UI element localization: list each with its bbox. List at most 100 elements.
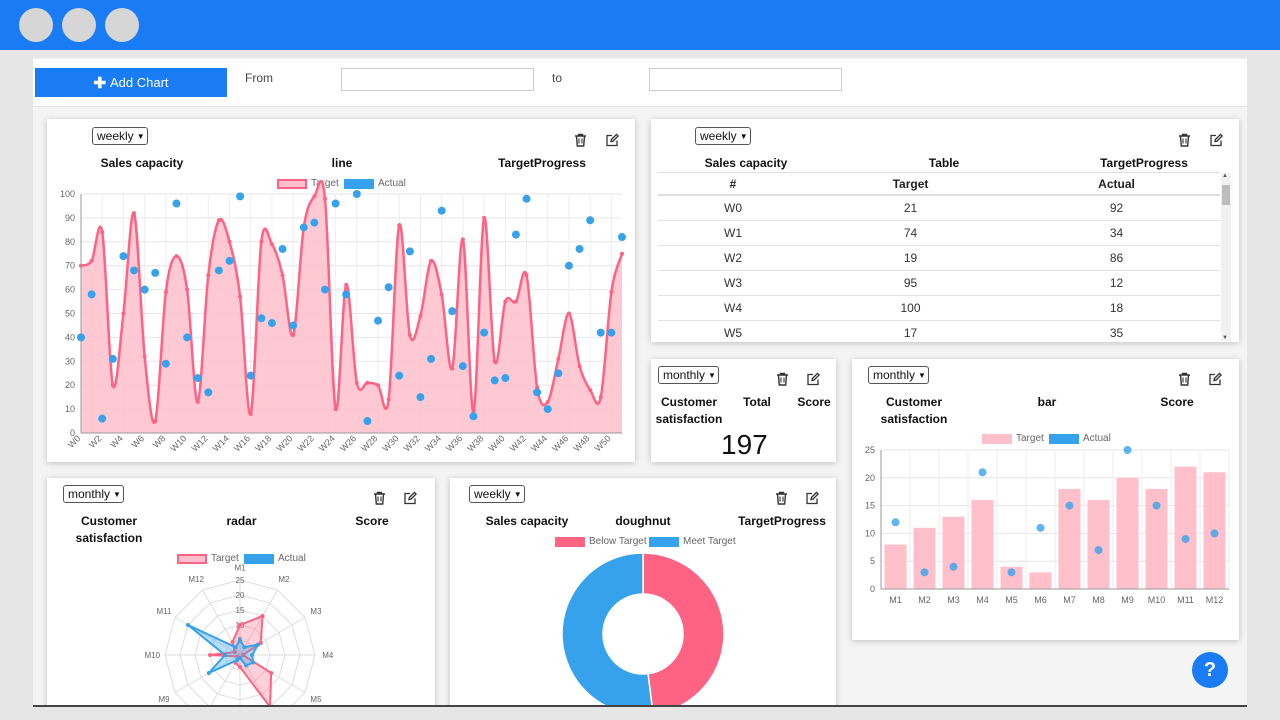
chart-progress-header: Score: [1160, 395, 1194, 409]
edit-icon[interactable]: [1206, 370, 1224, 388]
target-point: [280, 273, 285, 278]
radar-axis-label: M10: [144, 651, 160, 660]
radar-tick-label: 25: [236, 576, 245, 585]
actual-point: [427, 354, 436, 363]
table-scrollbar[interactable]: ▲ ▼: [1221, 173, 1231, 341]
target-point: [241, 653, 245, 657]
trash-icon[interactable]: [772, 489, 790, 507]
to-date-input[interactable]: [649, 68, 842, 91]
target-bar: [1058, 488, 1081, 589]
actual-point: [607, 328, 616, 337]
actual-point: [140, 285, 149, 294]
chevron-down-icon: ▼: [513, 489, 522, 499]
add-chart-button[interactable]: ✚ Add Chart: [35, 68, 227, 97]
target-point: [185, 287, 190, 292]
actual-point: [278, 244, 287, 253]
legend-item-actual[interactable]: Actual: [344, 178, 406, 189]
window-control-dot[interactable]: [19, 8, 53, 42]
table-cell: 92: [1013, 195, 1220, 221]
chart-metric-header: Customer satisfaction: [75, 514, 143, 545]
actual-point: [238, 656, 242, 660]
legend-item-actual[interactable]: Actual: [244, 553, 306, 564]
x-tick-label: W2: [87, 433, 104, 450]
target-point: [132, 211, 137, 216]
target-point: [227, 239, 232, 244]
legend-item-target[interactable]: Target: [277, 178, 339, 189]
edit-icon[interactable]: [1207, 131, 1225, 149]
data-table-scroll[interactable]: # Target Actual W0 21 92 W1 74 34 W2 19 86 W3 9…: [658, 172, 1220, 340]
period-select[interactable]: monthly ▼: [868, 366, 929, 384]
y-tick-label: 30: [65, 356, 75, 366]
period-select[interactable]: weekly ▼: [469, 485, 525, 503]
target-bar: [884, 544, 907, 589]
column-header: #: [658, 173, 808, 196]
legend-swatch: [244, 553, 274, 564]
edit-icon[interactable]: [401, 489, 419, 507]
legend-item-target[interactable]: Target: [982, 433, 1044, 444]
chart-progress-header: Score: [797, 395, 831, 409]
scroll-up-icon[interactable]: ▲: [1222, 173, 1228, 179]
period-select[interactable]: monthly ▼: [658, 366, 719, 384]
scroll-down-icon[interactable]: ▼: [1222, 335, 1228, 341]
edit-icon[interactable]: [603, 131, 621, 149]
x-tick-label: M6: [1034, 595, 1047, 605]
table-cell: 34: [1013, 220, 1220, 246]
chart-metric-header: Sales capacity: [704, 156, 788, 170]
window-control-dot[interactable]: [62, 8, 96, 42]
from-date-input[interactable]: [341, 68, 534, 91]
target-point: [269, 242, 274, 247]
target-point: [365, 380, 370, 385]
trash-icon[interactable]: [370, 489, 388, 507]
y-tick-label: 0: [70, 428, 75, 438]
trash-icon[interactable]: [571, 131, 589, 149]
scrollbar-thumb[interactable]: [1222, 185, 1230, 205]
target-point: [110, 383, 115, 388]
target-point: [248, 411, 253, 416]
legend-label: Target: [1016, 433, 1044, 444]
legend-item-target[interactable]: Target: [177, 553, 239, 564]
help-button[interactable]: ?: [1192, 652, 1228, 688]
actual-point: [564, 261, 573, 270]
actual-point: [501, 374, 510, 383]
add-chart-label: Add Chart: [110, 75, 169, 90]
table-cell: 100: [808, 295, 1013, 321]
x-tick-label: W34: [423, 433, 443, 453]
table-cell: W0: [658, 195, 808, 221]
edit-icon[interactable]: [803, 489, 821, 507]
actual-point: [575, 244, 584, 253]
window-control-dot[interactable]: [105, 8, 139, 42]
x-tick-label: M8: [1092, 595, 1105, 605]
legend-item-below-target[interactable]: Below Target: [555, 536, 647, 547]
chart-type-header: Total: [743, 395, 771, 409]
radar-chart-card: monthly ▼ Customer satisfaction radar Sco…: [47, 478, 435, 705]
trash-icon[interactable]: [1175, 370, 1193, 388]
actual-point: [244, 663, 248, 668]
x-tick-label: W10: [168, 433, 188, 453]
column-header: Target: [808, 173, 1013, 196]
actual-point: [310, 218, 319, 227]
trash-icon[interactable]: [1175, 131, 1193, 149]
legend-label: Below Target: [589, 536, 647, 547]
radar-axis-label: M12: [188, 575, 204, 584]
period-select[interactable]: monthly ▼: [63, 485, 124, 503]
actual-point: [186, 623, 191, 627]
legend-item-meet-target[interactable]: Meet Target: [649, 536, 736, 547]
chevron-down-icon: ▼: [918, 370, 926, 380]
edit-icon[interactable]: [804, 370, 822, 388]
target-point: [588, 387, 593, 392]
x-tick-label: W18: [253, 433, 273, 453]
legend-item-actual[interactable]: Actual: [1049, 433, 1111, 444]
period-select[interactable]: weekly ▼: [695, 127, 751, 145]
chart-progress-header: TargetProgress: [738, 514, 826, 528]
legend-swatch: [344, 178, 374, 189]
trash-icon[interactable]: [773, 370, 791, 388]
period-select[interactable]: weekly ▼: [92, 127, 148, 145]
legend-label: Actual: [1083, 433, 1111, 444]
radar-spoke: [174, 654, 241, 693]
y-tick-label: 5: [870, 556, 875, 566]
table-cell: W3: [658, 270, 808, 296]
actual-point: [130, 266, 139, 275]
chart-progress-header: Score: [355, 514, 389, 528]
chart-metric-header: Sales capacity: [485, 514, 569, 528]
y-tick-label: 15: [865, 501, 875, 511]
